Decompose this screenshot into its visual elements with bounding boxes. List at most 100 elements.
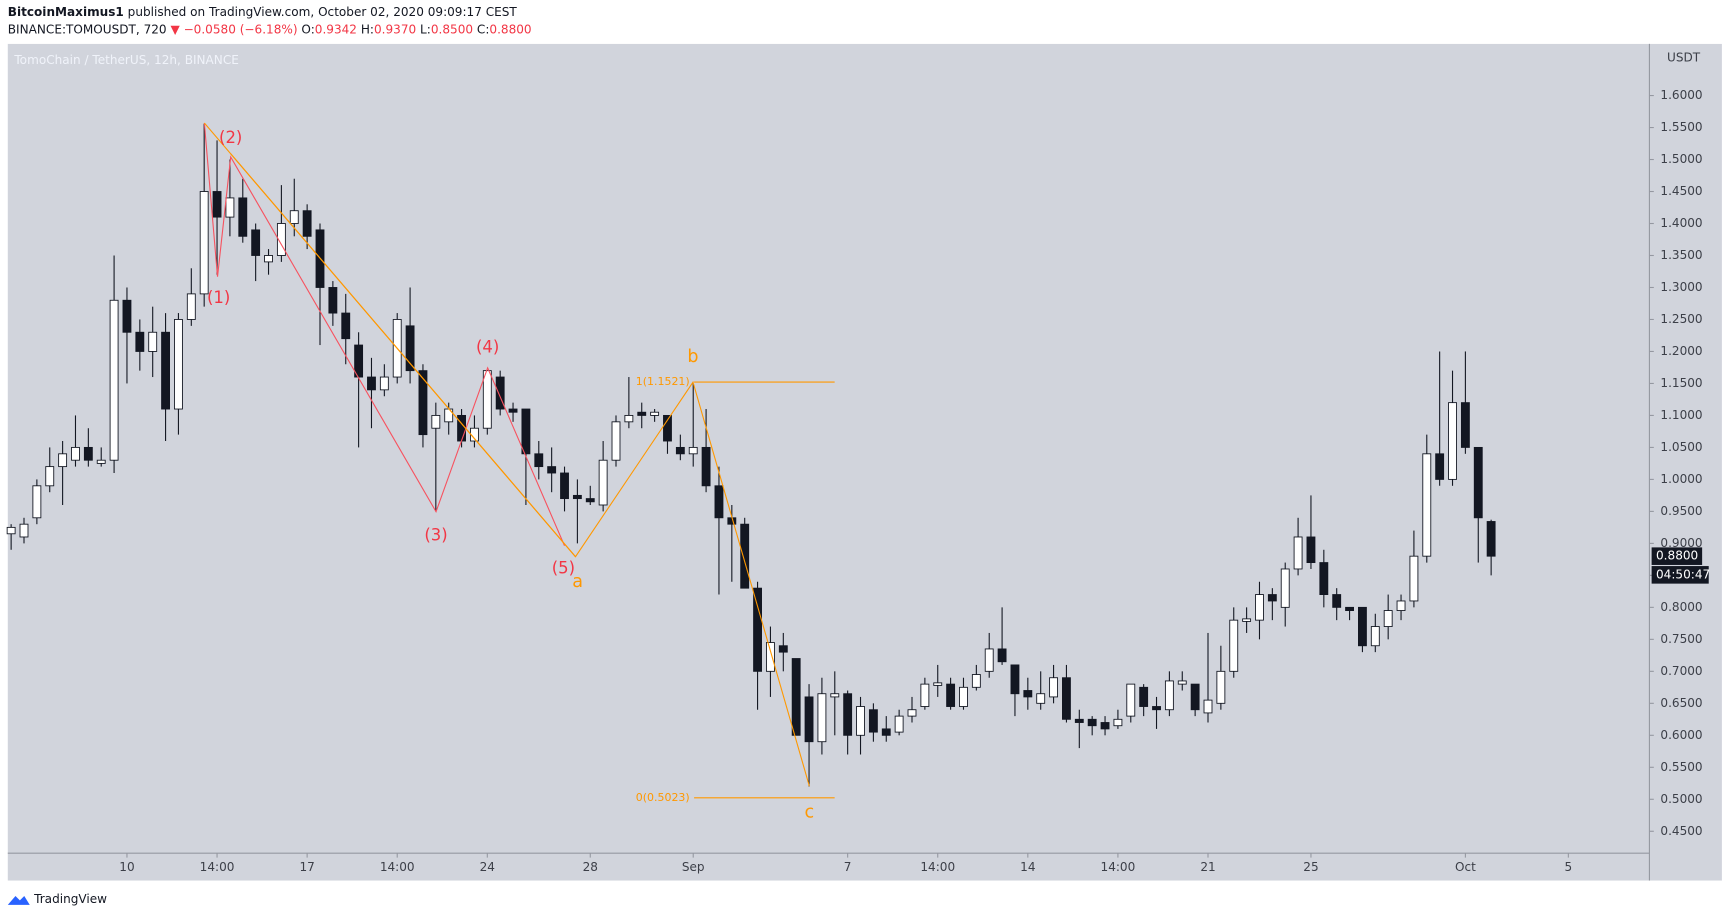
candle-body [1370, 626, 1380, 647]
candle-body [997, 648, 1007, 663]
ohlc-value: 0.9342 [315, 22, 357, 36]
candle-body [161, 331, 170, 410]
candle-body [1023, 690, 1033, 698]
x-tick-label: 24 [480, 860, 495, 874]
candle-body [547, 466, 557, 474]
y-tick-label: 0.7000 [1660, 664, 1702, 678]
fib-level-label: 1(1.1521) [636, 375, 690, 388]
publisher: BitcoinMaximus1 [8, 5, 124, 19]
candle-body [212, 191, 222, 218]
candle-body [881, 728, 891, 736]
y-tick-label: 0.5500 [1660, 760, 1702, 774]
y-tick-label: 1.5000 [1660, 152, 1702, 166]
y-tick-label: 1.5500 [1660, 120, 1702, 134]
candle-body [817, 693, 827, 743]
candle-body [714, 485, 724, 519]
x-tick-label: 14:00 [920, 860, 955, 874]
wave-label: (1) [207, 288, 230, 307]
candle-body [328, 287, 338, 314]
last-price-label: 0.8800 [1656, 549, 1698, 563]
candle-body [276, 223, 286, 256]
candle-body [1267, 594, 1277, 602]
candle-body [482, 370, 492, 429]
wave-label: (4) [476, 338, 499, 357]
candle-body [1190, 683, 1200, 711]
y-tick-label: 1.2500 [1660, 312, 1702, 326]
candle-body [1460, 402, 1470, 448]
candle-body [971, 674, 981, 688]
candle-body [1152, 706, 1161, 711]
y-tick-label: 0.5000 [1660, 792, 1702, 806]
candle-body [946, 683, 956, 707]
candle-body [1010, 664, 1020, 695]
y-tick-label: 0.8000 [1660, 600, 1702, 614]
candle-body [560, 472, 569, 500]
y-tick-label: 0.9500 [1660, 504, 1702, 518]
candle-body [1345, 606, 1354, 611]
candle-body [302, 210, 312, 237]
y-tick-label: 1.0000 [1660, 472, 1702, 486]
ohlc-label: C: [477, 22, 490, 36]
wave-label: (3) [424, 525, 447, 544]
y-tick-label: 0.4500 [1660, 824, 1702, 838]
y-tick-label: 1.1500 [1660, 376, 1702, 390]
candle-body [1177, 680, 1187, 685]
candle-body [186, 293, 196, 320]
y-tick-label: 1.4000 [1660, 216, 1702, 230]
chart-title: TomoChain / TetherUS, 12h, BINANCE [13, 53, 239, 67]
candle-body [521, 408, 531, 455]
candle-body [1319, 562, 1329, 595]
candle-body [1216, 670, 1226, 704]
candle-body [1100, 722, 1110, 730]
y-tick-label: 1.1000 [1660, 408, 1702, 422]
correction-wave-line [230, 153, 576, 558]
candle-body [1409, 555, 1419, 602]
candle-body [495, 376, 505, 410]
candle-body [1126, 683, 1136, 717]
candle-body [675, 446, 685, 455]
y-tick-label: 0.6000 [1660, 728, 1702, 742]
fib-level-label: 0(0.5023) [636, 791, 690, 804]
ohlc-label: L: [420, 22, 431, 36]
x-tick-label: 25 [1303, 860, 1318, 874]
candle-body [843, 693, 853, 736]
candle-body [1280, 568, 1290, 608]
x-tick-label: 14 [1020, 860, 1035, 874]
candle-body [1062, 677, 1071, 720]
candle-body [766, 642, 775, 672]
candle-body [1473, 446, 1483, 519]
y-axis-label: USDT [1667, 51, 1701, 65]
candle-body [663, 414, 672, 442]
candle-body [405, 325, 415, 372]
candle-body [637, 411, 647, 416]
last-price-tag [1651, 547, 1703, 565]
candle-body [1306, 536, 1316, 564]
candle-body [753, 587, 762, 672]
candle-body [1203, 699, 1213, 714]
y-tick-label: 1.3000 [1660, 280, 1702, 294]
countdown-label: 04:50:47 [1656, 567, 1710, 581]
candle-body [289, 210, 299, 224]
y-tick-label: 0.9000 [1660, 536, 1702, 550]
ohlc-label: O: [301, 22, 314, 36]
ohlc-label: H: [361, 22, 374, 36]
candle-body [1422, 453, 1432, 557]
candle-body [58, 453, 68, 468]
y-tick-label: 1.4500 [1660, 184, 1702, 198]
header-line-1: BitcoinMaximus1 published on TradingView… [8, 5, 518, 19]
brand: TradingView [33, 892, 107, 906]
wave-label: c [805, 803, 815, 823]
candle-body [688, 446, 698, 455]
candle-body [740, 523, 750, 589]
candle-body [572, 494, 582, 500]
candle-body [1242, 618, 1252, 622]
candle-body [1435, 453, 1445, 480]
candle-body [1448, 402, 1457, 480]
candle-body [122, 299, 132, 333]
impulse-wave-line [203, 122, 566, 546]
candle-body [624, 414, 634, 423]
x-tick-label: 28 [583, 860, 598, 874]
candle-body [251, 229, 261, 256]
x-tick-label: 17 [299, 860, 314, 874]
